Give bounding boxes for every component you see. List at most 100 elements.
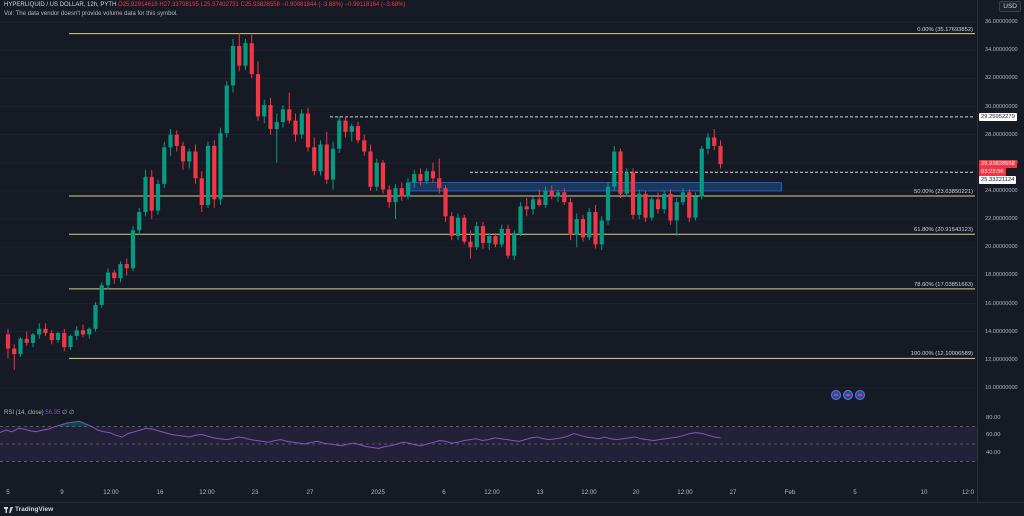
candle-body [587,212,592,238]
candle-body [343,120,348,132]
us-flag-event-icon[interactable] [843,390,853,400]
candle-body [237,45,242,66]
rsi-axis-label: 60.00 [986,432,1001,439]
price-tag: 29.25952279 [979,112,1017,121]
footer-bar: TradingView [0,502,1024,516]
time-axis-label: 12:00 [103,489,119,496]
time-axis-label: 6 [442,489,446,496]
candle-body [112,272,117,279]
currency-button[interactable]: USD [999,1,1021,12]
price-tag: 25.33221124 [979,176,1017,185]
candle-body [274,121,279,130]
candle-body [618,151,623,194]
candle-body [37,328,42,335]
candle-body [524,206,529,210]
candle-body [130,230,136,269]
candle-body [118,264,123,279]
rsi-axis-label: 40.00 [986,449,1001,456]
candle-body [68,335,73,348]
time-axis-label: 13 [536,489,544,496]
time-axis-label: 23 [251,489,259,496]
us-flag-event-icon[interactable] [831,390,841,400]
candle-body [468,241,473,248]
us-flag-event-icon[interactable] [855,390,865,400]
candle-body [293,120,298,135]
candle-body [168,134,173,148]
time-axis-label: 12:00 [677,489,693,496]
candle-body [299,113,304,135]
fib-level-label: 50.00% (23.63850221) [914,188,973,195]
fib-level-label: 78.60% (17.03851663) [914,281,973,288]
candle-body [249,43,254,75]
time-axis-label: 20 [632,489,640,496]
candle-body [393,188,398,203]
candle-body [149,176,154,211]
candle-body [262,105,267,117]
rsi-pane[interactable] [0,405,977,483]
candle-body [287,109,292,121]
price-tag: 03:23:56 [979,167,1006,176]
time-axis-label: 16 [156,489,164,496]
candle-body [280,109,286,122]
candle-body [105,272,111,286]
candle-body [305,113,311,148]
candle-body [405,182,411,197]
candle-body [580,219,586,238]
candle-body [462,217,467,242]
price-axis-label: 32.00000000 [985,75,1018,82]
price-axis-label: 34.00000000 [985,47,1018,54]
price-axis-label: 14.00000000 [985,328,1018,335]
tradingview-logo[interactable]: TradingView [4,506,53,513]
rsi-axis-label: 80.00 [986,414,1001,421]
candle-body [5,334,11,349]
candle-body [62,333,67,348]
tradingview-icon [4,506,13,513]
price-chart[interactable] [0,0,977,400]
candle-body [418,174,423,182]
candle-body [230,45,236,86]
time-axis-label: 12:00 [581,489,597,496]
candle-body [268,105,273,130]
rsi-legend[interactable]: RSI (14, close) 56.35 ∅ ∅ [4,409,74,416]
candle-body [599,220,604,245]
candle-body [12,348,17,355]
candle-body [318,144,323,172]
time-axis-label: 10 [920,489,928,496]
candle-body [212,145,217,200]
candle-body [218,133,223,200]
candle-body [55,333,61,341]
candle-body [537,199,542,205]
candle-body [430,171,436,179]
candle-body [243,43,248,66]
candle-body [693,196,698,218]
candle-body [555,192,561,197]
candle-body [662,193,667,210]
price-axis-label: 28.00000000 [985,131,1018,138]
candle-body [87,328,92,335]
symbol-title: HYPERLIQUID / US DOLLAR, 12h, PYTH [4,2,117,8]
time-axis-label: Feb [784,489,796,496]
candle-body [143,176,148,213]
fib-level-label: 100.00% (12.10006589) [910,351,973,358]
candle-body [449,216,454,236]
candle-body [399,188,404,197]
rsi-line [0,420,721,449]
candle-body [330,148,336,180]
tradingview-text: TradingView [15,506,54,513]
time-axis-label: 27 [729,489,737,496]
candle-body [99,285,104,305]
candle-body [387,189,392,203]
price-axis-label: 12.00000000 [985,356,1018,363]
rsi-title: RSI (14, close) [4,410,44,416]
candle-body [43,328,48,334]
price-axis-label: 10.00000000 [985,384,1018,391]
candle-body [699,148,704,197]
symbol-header: HYPERLIQUID / US DOLLAR, 12h, PYTH O25.9… [4,2,406,8]
price-axis[interactable]: 36.00000000 34.00000000 32.00000000 30.0000… [977,0,1024,515]
candle-body [674,202,679,221]
candle-body [362,140,367,152]
candle-body [93,304,98,329]
candle-body [205,145,211,205]
candle-body [549,190,554,197]
